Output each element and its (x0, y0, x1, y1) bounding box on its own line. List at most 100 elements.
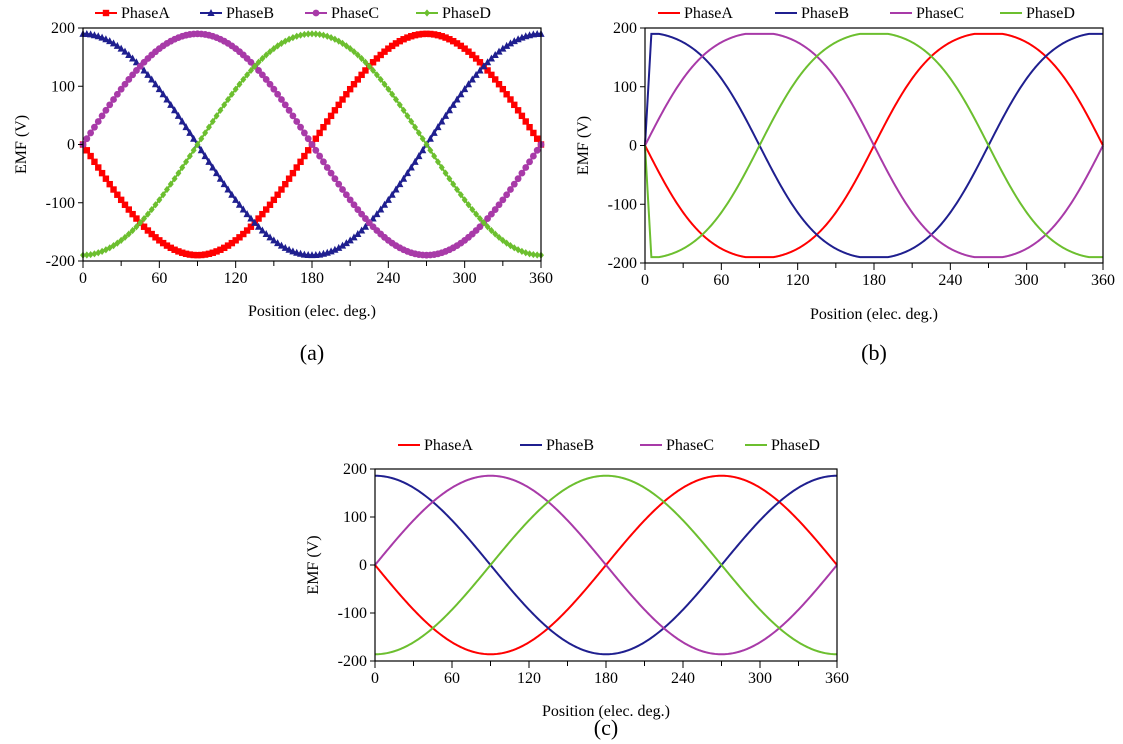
series-phaseb-point-86 (407, 163, 415, 171)
series-phasea-point-61 (312, 135, 320, 142)
y-tick-label: -200 (338, 653, 367, 670)
series-phased-point-11 (121, 233, 128, 241)
series-phased-point-15 (137, 219, 144, 227)
series-phased-point-36 (217, 106, 224, 114)
legend-marker-point-3 (424, 9, 430, 17)
series-phased-point-87 (412, 123, 419, 131)
panel-caption: (c) (594, 715, 618, 740)
legend: PhaseA PhaseB PhaseC PhaseD (95, 5, 491, 22)
series-phasec-point-55 (289, 112, 297, 120)
series-phased-point-53 (282, 37, 289, 45)
series-phaseb-point-32 (201, 152, 209, 160)
series-phaseb-point-111 (503, 41, 511, 49)
series-phaseb-point-16 (140, 66, 148, 74)
series-phasea-point-12 (125, 206, 132, 213)
series-phasec (644, 32, 1104, 259)
series-phasec-point-117 (526, 158, 533, 166)
series-phased-point-83 (396, 101, 403, 109)
series-phaseb-point-101 (464, 80, 473, 88)
series-phased-point-29 (190, 146, 197, 154)
series-phased-point-12 (125, 230, 132, 238)
y-tick-label: 100 (343, 509, 367, 526)
series-phased-point-96 (446, 175, 453, 183)
series-phaseb-point-46 (254, 222, 263, 230)
series-phased-point-119 (534, 251, 541, 259)
series-phaseb-point-92 (430, 128, 438, 136)
series-phasea-point-71 (350, 81, 358, 88)
series-phasea-point-54 (285, 175, 293, 182)
legend-label: PhaseB (226, 5, 274, 22)
series-phasec-point-51 (274, 90, 282, 98)
series-phasea-point-29 (190, 251, 197, 259)
series-phaseb-point-28 (186, 128, 194, 136)
series-phasec-point-1 (83, 135, 91, 143)
series-phasec-point-6 (102, 106, 110, 114)
series-phaseb-point-33 (205, 157, 213, 165)
series-phased-point-94 (438, 163, 445, 172)
series-phasea-point-40 (232, 237, 239, 244)
series-line-phasec (644, 32, 1104, 259)
legend-marker-point-1 (207, 9, 215, 16)
series-phasea-point-90 (423, 30, 430, 38)
series-phasea-point-111 (503, 91, 510, 98)
chart-panel-c: 0 60 120 180 240 300 360 -200 -100 0 100 200 Positio… (305, 437, 849, 740)
series-phased-point-101 (465, 201, 472, 209)
series-phasea-point-80 (385, 45, 392, 52)
series-phasea-point-93 (434, 31, 442, 39)
series-phasec-point-4 (94, 118, 102, 125)
series-phased-point-102 (469, 205, 476, 214)
series-phased (374, 474, 838, 656)
series-phased-point-38 (225, 95, 232, 104)
series-phaseb-point-14 (132, 58, 141, 66)
series-phaseb-point-6 (102, 35, 110, 43)
series-phasea-point-41 (236, 234, 243, 241)
series-phasec-point-115 (518, 169, 526, 177)
series-phasea-point-5 (98, 169, 106, 177)
series-phaseb-point-77 (373, 210, 381, 218)
series-phasea-point-19 (152, 234, 159, 241)
series-phasea-point-98 (453, 40, 461, 47)
series-phased-point-60 (309, 30, 315, 38)
series-phasea-point-42 (240, 230, 247, 238)
series-phaseb (79, 29, 545, 259)
y-axis-label: EMF (V) (305, 535, 322, 594)
y-tick-label: -100 (338, 605, 367, 622)
panel-caption: (a) (300, 340, 324, 365)
series-phasec-point-113 (510, 180, 518, 188)
series-phaseb-point-95 (441, 111, 450, 119)
x-tick-label: 0 (371, 670, 379, 687)
series-phaseb-point-99 (457, 90, 465, 98)
series-phasea-point-48 (263, 206, 270, 213)
series-phasea-point-95 (442, 34, 449, 41)
series-phased-point-118 (530, 250, 537, 259)
x-tick-label: 180 (300, 270, 324, 287)
series-phased-point-47 (259, 54, 266, 63)
series-phasec-point-70 (346, 196, 354, 204)
series-phasec-point-53 (281, 101, 289, 109)
series-phasea-point-55 (289, 169, 297, 177)
series-phasea-point-70 (346, 85, 354, 93)
series-phaseb-point-71 (350, 233, 358, 241)
series-phased-point-61 (312, 30, 319, 38)
series-phaseb-point-103 (472, 70, 480, 78)
series-phased-point-99 (457, 191, 464, 199)
series-phasea-point-82 (392, 40, 400, 47)
series-phaseb-point-113 (510, 37, 518, 45)
series-phased-point-90 (423, 140, 430, 149)
legend-label: PhaseC (916, 5, 964, 22)
series-phased-point-63 (320, 31, 327, 39)
series-phasea-point-104 (476, 59, 484, 66)
series-phaseb-point-24 (171, 106, 179, 114)
series-phasec-point-2 (87, 129, 95, 137)
x-tick-label: 0 (79, 270, 87, 287)
series-phaseb-point-84 (400, 174, 408, 182)
series-phased-point-81 (389, 90, 396, 98)
series-phasea-point-62 (316, 129, 323, 137)
series-phasea-point-65 (327, 112, 335, 120)
series-phased-point-76 (370, 66, 377, 75)
series-phaseb-point-70 (346, 236, 354, 244)
series-phased-point-75 (366, 62, 373, 70)
series-phasec-point-48 (262, 76, 270, 83)
x-tick-label: 180 (862, 272, 886, 289)
series-phaseb-point-10 (117, 44, 125, 52)
